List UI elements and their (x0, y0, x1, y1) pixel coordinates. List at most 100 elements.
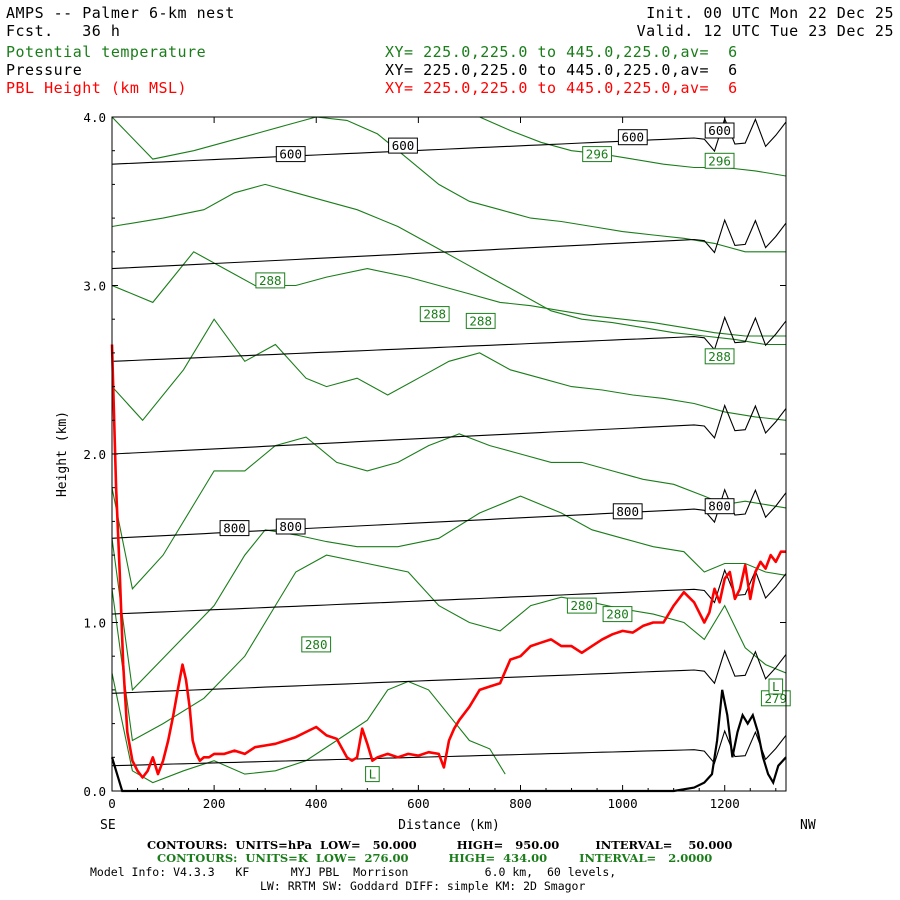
footer-pressure-contours: CONTOURS: UNITS=hPa LOW= 50.000 HIGH= 95… (147, 838, 733, 852)
theta-label-text: 280 (571, 598, 594, 613)
theta-contour-line (112, 318, 786, 422)
theta-label-text: 296 (708, 153, 731, 168)
x-left-end-label: SE (100, 818, 116, 833)
theta-label: 288 (419, 306, 450, 323)
theta-label-box (602, 606, 633, 623)
theta-contour-line (112, 117, 786, 253)
x-right-end-label: NW (800, 818, 816, 833)
pressure-contour-900 (112, 649, 786, 694)
pressure-label-box (617, 129, 648, 146)
field-theta-xy: XY= 225.0,225.0 to 445.0,225.0,av= 6 (385, 43, 738, 61)
theta-label: 280 (301, 636, 332, 653)
terrain-line (110, 689, 787, 793)
low-marker-text: L (772, 679, 780, 694)
theta-contours (112, 117, 786, 784)
theta-label-box (582, 146, 613, 163)
theta-label: 280 (602, 606, 633, 623)
y-tick-label: 4.0 (83, 110, 106, 125)
pressure-label-text: 800 (708, 499, 731, 514)
pressure-label-text: 600 (622, 130, 645, 145)
theta-label-box (255, 272, 286, 289)
pressure-contour-650 (112, 218, 786, 270)
field-pressure-xy: XY= 225.0,225.0 to 445.0,225.0,av= 6 (385, 61, 738, 79)
valid-time: Valid. 12 UTC Tue 23 Dec 25 (636, 22, 894, 40)
y-tick-label: 2.0 (83, 447, 106, 462)
low-marker-box (768, 678, 784, 695)
pressure-label-text: 600 (392, 138, 415, 153)
low-marker: L (768, 678, 784, 695)
theta-label-text: 288 (708, 349, 731, 364)
y-tick-label: 1.0 (83, 616, 106, 631)
low-marker-text: L (369, 767, 377, 782)
theta-label-text: 288 (423, 307, 446, 322)
theta-label-text: 280 (606, 607, 629, 622)
theta-label-box (419, 306, 450, 323)
pressure-contour-600 (112, 117, 786, 165)
x-tick-label: 1000 (608, 796, 638, 811)
contour-labels: 600 600 600 600 800 800 800 800 280 280 280 288 288 2… (219, 122, 791, 783)
pressure-label: 600 (388, 137, 418, 154)
theta-label: 279 (760, 690, 791, 707)
pressure-label-text: 800 (223, 521, 246, 536)
pressure-label: 600 (617, 129, 648, 146)
pressure-contour-800 (112, 488, 786, 539)
y-tick-label: 3.0 (83, 279, 106, 294)
field-pbl-xy: XY= 225.0,225.0 to 445.0,225.0,av= 6 (385, 79, 738, 97)
chart-title: AMPS -- Palmer 6-km nest (6, 4, 235, 22)
plot-frame (111, 116, 787, 792)
theta-contour-line (479, 117, 786, 177)
theta-label: 296 (582, 146, 613, 163)
theta-label: 288 (465, 312, 496, 329)
theta-label-text: 279 (765, 691, 788, 706)
pressure-label-box (388, 137, 418, 154)
pressure-label: 600 (704, 122, 735, 139)
theta-label-box (566, 597, 597, 614)
pressure-label-text: 800 (279, 519, 302, 534)
theta-label-text: 296 (586, 147, 609, 162)
y-axis-label: Height (km) (55, 411, 70, 497)
theta-label-box (465, 312, 496, 329)
footer-physics: LW: RRTM SW: Goddard DIFF: simple KM: 2D… (260, 879, 586, 893)
theta-label: 288 (255, 272, 286, 289)
pressure-label-box (219, 520, 250, 537)
pressure-contour-950 (112, 729, 786, 767)
pressure-label-text: 600 (708, 123, 731, 138)
pressure-label-text: 800 (616, 504, 639, 519)
x-axis-label: Distance (km) (398, 818, 500, 833)
theta-label-box (704, 152, 735, 169)
theta-label: 296 (704, 152, 735, 169)
x-tick-label: 0 (108, 796, 116, 811)
pbl-height-line (110, 344, 786, 779)
low-marker-box (365, 766, 380, 783)
y-tick-label: 0.0 (83, 784, 106, 799)
pressure-label-box (704, 498, 735, 515)
x-tick-label: 800 (509, 796, 532, 811)
pbl-height-series (110, 344, 786, 779)
footer-theta-contours: CONTOURS: UNITS=K LOW= 276.00 HIGH= 434.… (157, 851, 713, 865)
init-time: Init. 00 UTC Mon 22 Dec 25 (646, 4, 894, 22)
theta-label-box (704, 348, 735, 365)
theta-label: 280 (566, 597, 597, 614)
pressure-label: 600 (275, 146, 306, 163)
field-pbl-name: PBL Height (km MSL) (6, 79, 188, 97)
theta-label: 288 (704, 348, 735, 365)
pressure-label: 800 (612, 503, 643, 520)
pressure-label-box (704, 122, 735, 139)
pressure-label: 800 (275, 518, 306, 535)
axes: 0.0 1.0 2.0 3.0 4.0 0 200 400 600 800 1000 1200 (83, 110, 786, 811)
field-pressure-name: Pressure (6, 61, 83, 79)
low-marker: L (365, 766, 380, 783)
pressure-label-box (612, 503, 643, 520)
x-tick-label: 200 (203, 796, 226, 811)
pressure-label-box (275, 518, 306, 535)
pressure-label-text: 600 (279, 147, 302, 162)
theta-contour-line (112, 495, 786, 692)
pressure-contour-700 (112, 315, 786, 362)
theta-contour-line (112, 251, 786, 337)
theta-contour-line (112, 554, 786, 742)
theta-contour-line (112, 183, 786, 346)
pressure-label: 800 (704, 498, 735, 515)
terrain (110, 689, 787, 793)
theta-label-text: 288 (469, 313, 492, 328)
